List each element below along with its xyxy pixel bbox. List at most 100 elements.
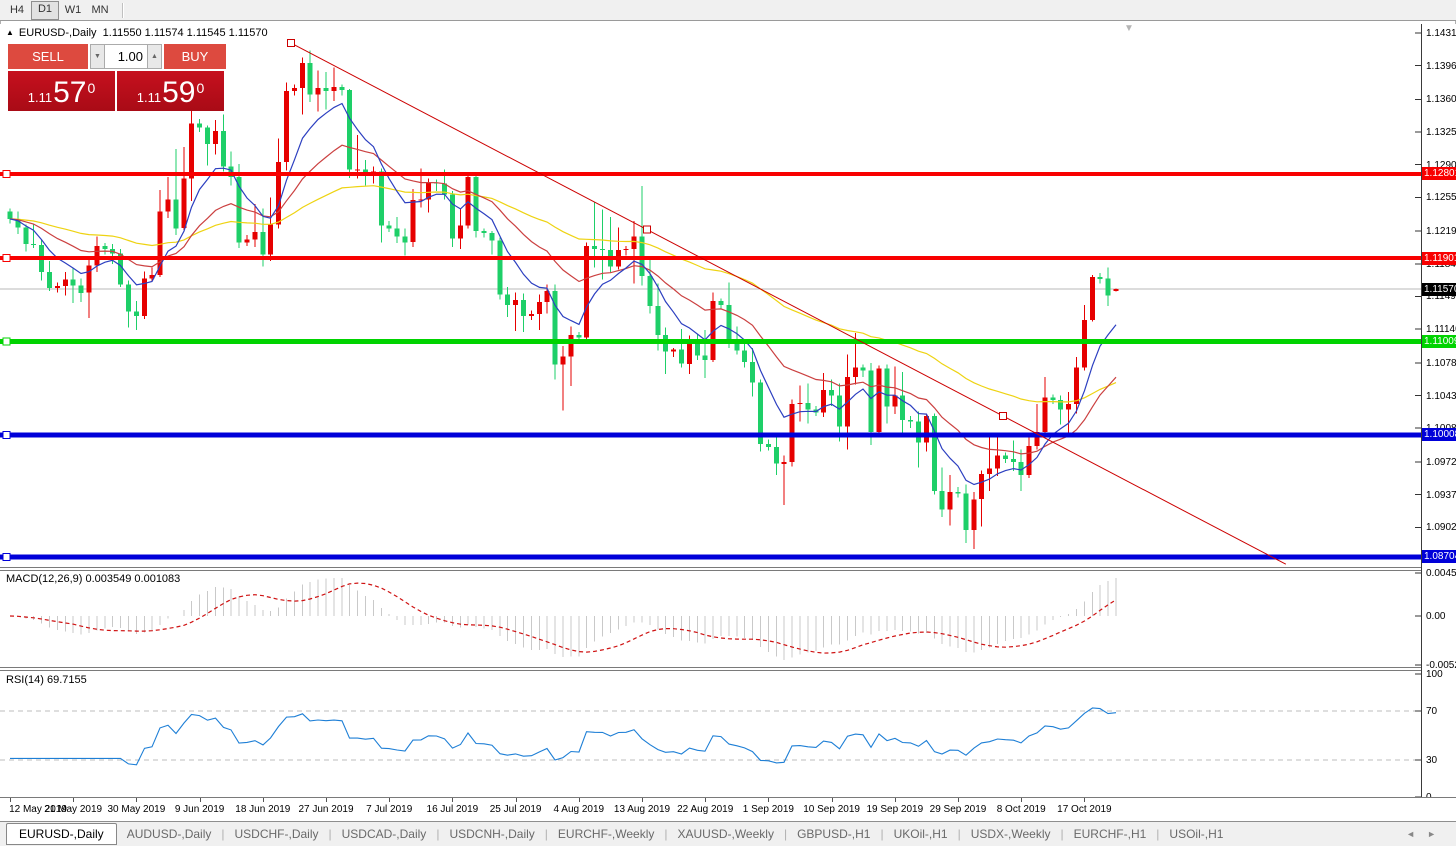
rsi-tick-label: 30 bbox=[1426, 755, 1438, 767]
axis-separator bbox=[0, 797, 1456, 798]
price-pane[interactable] bbox=[0, 24, 1421, 567]
chart-title: ▲ EURUSD-,Daily 1.11550 1.11574 1.11545 1… bbox=[6, 27, 268, 39]
level-price-tag: 1.11009 bbox=[1422, 334, 1456, 348]
chart-tab-ukoil-h1[interactable]: UKOil-,H1 bbox=[893, 827, 948, 841]
tab-separator: | bbox=[221, 827, 225, 841]
date-tick bbox=[389, 798, 391, 802]
chart-tab-usdcnh-daily[interactable]: USDCNH-,Daily bbox=[449, 827, 535, 841]
rsi-tick-label: 70 bbox=[1426, 705, 1438, 717]
bid-big-digits: 57 bbox=[53, 76, 87, 109]
price-tick-label: 1.13250 bbox=[1426, 127, 1456, 139]
macd-tick-label: 0.004536 bbox=[1426, 568, 1456, 579]
sell-price-box[interactable]: 1.11 57 0 bbox=[8, 71, 115, 111]
chart-tab-eurusd-daily[interactable]: EURUSD-,Daily bbox=[6, 823, 117, 845]
tab-scroll-left-icon[interactable]: ◄ bbox=[1406, 829, 1428, 839]
date-label: 25 Jul 2019 bbox=[489, 804, 542, 815]
tab-separator: | bbox=[1060, 827, 1064, 841]
level-price-tag: 1.10008 bbox=[1422, 428, 1456, 442]
chart-tab-audusd-daily[interactable]: AUDUSD-,Daily bbox=[126, 827, 212, 841]
tab-separator: | bbox=[436, 827, 440, 841]
rsi-tick-label: 0 bbox=[1426, 792, 1432, 797]
macd-pane[interactable] bbox=[0, 571, 1421, 667]
date-label: 17 Oct 2019 bbox=[1057, 804, 1112, 815]
chart-tab-eurchf-h1[interactable]: EURCHF-,H1 bbox=[1073, 827, 1147, 841]
sell-button[interactable]: SELL bbox=[8, 44, 88, 69]
macd-tick-label: 0.00 bbox=[1426, 611, 1446, 622]
price-axis[interactable]: 1.14310 1.13960 1.13600 1.13250 1.12900 1.125… bbox=[1421, 24, 1456, 797]
chart-tab-eurchf-weekly[interactable]: EURCHF-,Weekly bbox=[557, 827, 655, 841]
price-tick-label: 1.11490 bbox=[1426, 291, 1456, 303]
macd-tick-label: -0.005206 bbox=[1426, 660, 1456, 671]
date-tick bbox=[1021, 798, 1023, 802]
volume-increase-button[interactable]: ▲ bbox=[147, 44, 162, 69]
pane-divider[interactable] bbox=[0, 667, 1456, 671]
bid-pip-digit: 0 bbox=[87, 80, 96, 96]
date-label: 21 May 2019 bbox=[44, 804, 103, 815]
volume-input[interactable] bbox=[105, 44, 147, 69]
tab-scroll-right-icon[interactable]: ► bbox=[1427, 829, 1448, 839]
ask-pip-digit: 0 bbox=[196, 80, 205, 96]
timeframe-button-h4[interactable]: H4 bbox=[9, 3, 25, 16]
price-tick-label: 1.13600 bbox=[1426, 94, 1456, 106]
one-click-trading-panel: SELL ▼ ▲ BUY 1.11 57 0 1.11 59 0 bbox=[8, 44, 226, 111]
level-price-tag: 1.11901 bbox=[1422, 251, 1456, 265]
spinner-down-icon: ▼ bbox=[94, 53, 101, 60]
date-label: 9 Jun 2019 bbox=[174, 804, 225, 815]
date-label: 8 Oct 2019 bbox=[996, 804, 1046, 815]
date-tick bbox=[326, 798, 327, 802]
chart-tab-usdchf-daily[interactable]: USDCHF-,Daily bbox=[234, 827, 319, 841]
ask-prefix: 1.11 bbox=[136, 90, 162, 105]
date-label: 13 Aug 2019 bbox=[613, 804, 671, 815]
date-label: 29 Sep 2019 bbox=[929, 804, 987, 815]
time-axis[interactable]: 12 May 2019 21 May 2019 30 May 2019 9 Jun 2… bbox=[0, 798, 1456, 821]
chart-tab-usdx-weekly[interactable]: USDX-,Weekly bbox=[970, 827, 1051, 841]
tab-separator: | bbox=[328, 827, 332, 841]
price-tick-label: 1.09370 bbox=[1426, 489, 1456, 501]
pane-divider[interactable] bbox=[0, 567, 1456, 571]
price-tick-label: 1.10780 bbox=[1426, 357, 1456, 369]
date-tick bbox=[894, 798, 896, 802]
price-chart-canvas bbox=[0, 32, 1421, 565]
date-tick bbox=[642, 798, 643, 802]
date-label: 30 May 2019 bbox=[107, 804, 166, 815]
rsi-pane[interactable] bbox=[0, 671, 1421, 797]
chevron-down-icon[interactable]: ▼ bbox=[1124, 23, 1134, 34]
date-label: 7 Jul 2019 bbox=[366, 804, 413, 815]
chart-tab-xauusd-weekly[interactable]: XAUUSD-,Weekly bbox=[677, 827, 774, 841]
date-label: 12 May 2019 bbox=[9, 804, 67, 815]
tab-separator: | bbox=[1156, 827, 1160, 841]
chart-tab-usoil-h1[interactable]: USOil-,H1 bbox=[1169, 827, 1224, 841]
date-tick bbox=[262, 798, 264, 802]
buy-button[interactable]: BUY bbox=[164, 44, 226, 69]
volume-decrease-button[interactable]: ▼ bbox=[90, 44, 105, 69]
date-tick bbox=[199, 798, 201, 802]
macd-indicator-label: MACD(12,26,9) 0.003549 0.001083 bbox=[6, 573, 181, 585]
date-tick bbox=[452, 798, 454, 802]
date-tick bbox=[768, 798, 770, 802]
price-tick-label: 1.13960 bbox=[1426, 60, 1456, 72]
level-price-tag: 1.08704 bbox=[1422, 550, 1456, 564]
tab-separator: | bbox=[783, 827, 788, 841]
price-tick-label: 1.12190 bbox=[1426, 226, 1456, 238]
date-label: 27 Jun 2019 bbox=[298, 804, 354, 815]
timeframe-button-w1[interactable]: W1 bbox=[64, 3, 82, 16]
date-tick bbox=[136, 798, 138, 802]
tab-separator: | bbox=[957, 827, 961, 841]
timeframe-button-mn[interactable]: MN bbox=[91, 3, 109, 16]
date-label: 1 Sep 2019 bbox=[742, 804, 794, 815]
date-tick bbox=[578, 798, 580, 802]
timeframe-button-d1[interactable]: D1 bbox=[31, 0, 59, 20]
tab-separator: | bbox=[544, 827, 548, 841]
timeframe-toolbar: H4 D1 W1 MN bbox=[0, 0, 1456, 21]
chart-tab-usdcad-daily[interactable]: USDCAD-,Daily bbox=[341, 827, 427, 841]
buy-price-box[interactable]: 1.11 59 0 bbox=[117, 71, 224, 111]
date-label: 22 Aug 2019 bbox=[677, 804, 734, 815]
rsi-chart-canvas bbox=[0, 673, 1421, 797]
date-label: 16 Jul 2019 bbox=[426, 804, 479, 815]
tab-separator: | bbox=[664, 827, 668, 841]
date-tick bbox=[705, 798, 707, 802]
collapse-icon[interactable]: ▲ bbox=[6, 28, 14, 37]
price-tick-label: 1.11140 bbox=[1426, 324, 1456, 336]
chart-tab-gbpusd-h1[interactable]: GBPUSD-,H1 bbox=[797, 827, 871, 841]
